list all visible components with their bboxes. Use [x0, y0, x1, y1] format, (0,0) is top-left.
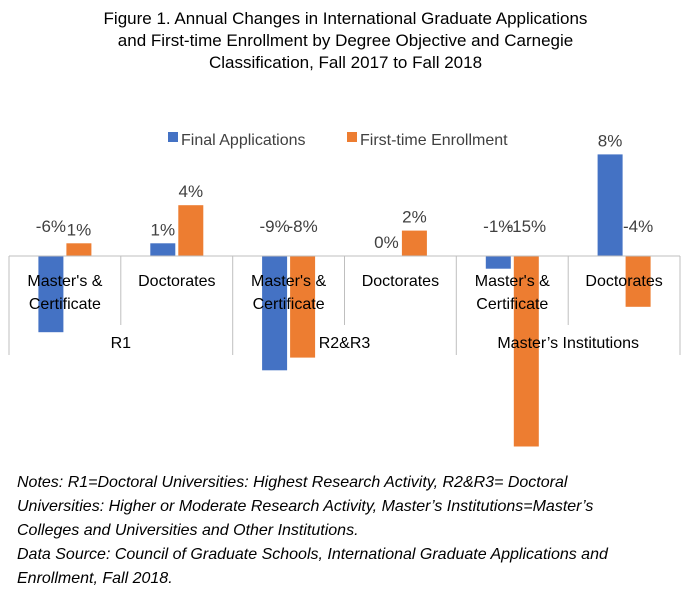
group-label: Master’s Institutions: [497, 335, 639, 352]
bar-enrollment: [178, 205, 204, 256]
bars-layer: [38, 154, 651, 447]
bar-applications: [38, 256, 64, 333]
data-label: 8%: [598, 131, 623, 150]
category-label: Certificate: [29, 296, 101, 313]
data-label: 4%: [179, 182, 204, 201]
chart-title-line: and First-time Enrollment by Degree Obje…: [117, 31, 574, 50]
group-label: R1: [111, 335, 132, 352]
chart-title: Figure 1. Annual Changes in Internationa…: [0, 8, 691, 74]
bar-enrollment: [290, 256, 316, 358]
legend-swatch: [168, 132, 178, 142]
category-label: Master's &: [27, 273, 102, 290]
category-label: Doctorates: [585, 273, 662, 290]
legend-swatch: [347, 132, 357, 142]
group-label: R2&R3: [319, 335, 371, 352]
notes-line: Colleges and Universities and Other Inst…: [17, 522, 359, 539]
data-label: -15%: [506, 217, 546, 236]
legend-label: First-time Enrollment: [360, 132, 508, 149]
data-labels-layer: -6% 1% 1%4%-9%-8%0%2% -1%-15%8%-4%: [36, 131, 653, 252]
legend-label: Final Applications: [181, 132, 306, 149]
notes-line: Enrollment, Fall 2018.: [17, 570, 173, 587]
bar-applications: [597, 154, 623, 256]
bar-applications: [150, 243, 176, 256]
notes-line: Data Source: Council of Graduate Schools…: [17, 546, 608, 563]
category-label: Certificate: [476, 296, 548, 313]
category-axis: Master's & Certificate Doctorates Master's …: [8, 255, 681, 355]
bar-enrollment: [66, 243, 92, 256]
bar-applications: [262, 256, 288, 371]
data-label: -4%: [623, 217, 653, 236]
data-label: 2%: [402, 208, 427, 227]
notes: Notes: R1=Doctoral Universities: Highest…: [17, 471, 682, 591]
data-label: -9%: [259, 217, 289, 236]
bar-enrollment: [513, 256, 539, 447]
chart-title-line: Classification, Fall 2017 to Fall 2018: [208, 53, 483, 72]
data-label: -1%: [483, 217, 513, 236]
data-label: -8%: [287, 217, 317, 236]
bar-enrollment: [625, 256, 651, 307]
legend: Final Applications First-time Enrollment: [168, 132, 508, 149]
chart-title-line: Figure 1. Annual Changes in Internationa…: [103, 9, 588, 28]
category-label: Doctorates: [362, 273, 439, 290]
notes-line: Notes: R1=Doctoral Universities: Highest…: [17, 474, 568, 491]
data-label: -6%: [36, 217, 66, 236]
category-label: Master's &: [475, 273, 550, 290]
data-label: 0%: [374, 233, 399, 252]
category-label: Doctorates: [138, 273, 215, 290]
category-label: Certificate: [253, 296, 325, 313]
notes-line: Universities: Higher or Moderate Researc…: [17, 498, 594, 515]
data-label: 1%: [67, 220, 92, 239]
bar-chart: Final Applications First-time Enrollment …: [8, 131, 681, 447]
bar-applications: [485, 256, 511, 269]
bar-enrollment: [401, 230, 427, 256]
data-label: 1%: [151, 220, 176, 239]
category-label: Master's &: [251, 273, 326, 290]
